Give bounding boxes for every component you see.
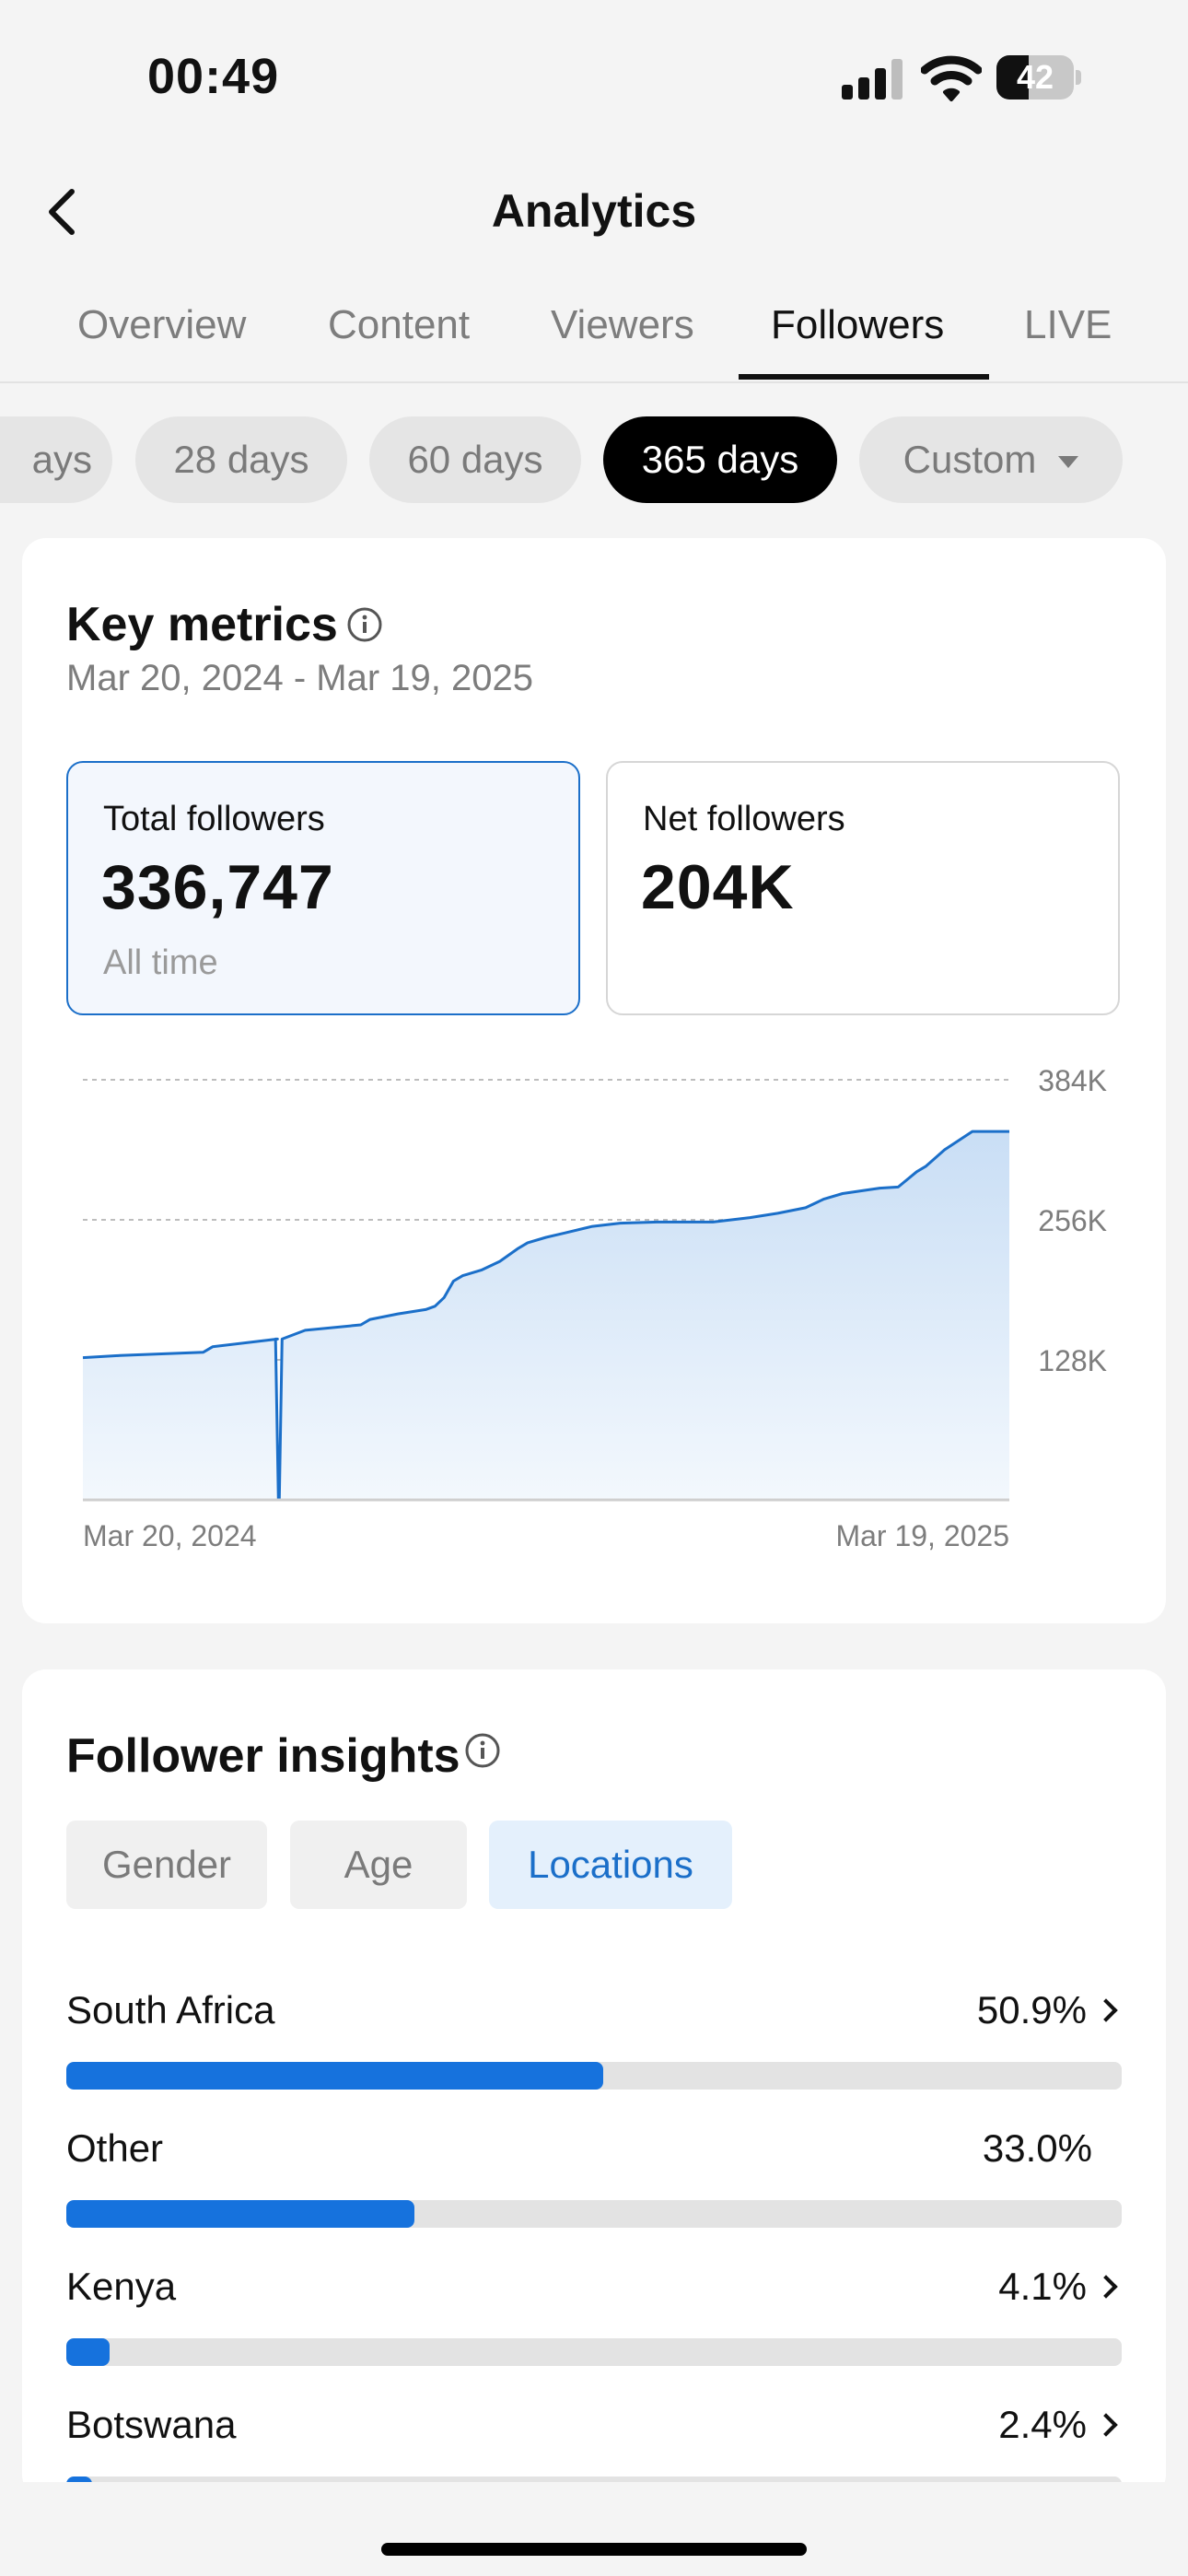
location-bar-track [66,2062,1122,2090]
location-bar-fill [66,2338,110,2366]
filter-7-days[interactable]: ays [0,416,112,503]
total-followers-metric[interactable]: Total followers 336,747 All time [66,761,580,1015]
location-name: South Africa [66,1988,275,2032]
location-row[interactable]: South Africa 50.9% [66,1988,1122,2090]
chevron-right-icon [1094,2275,1118,2299]
location-row: Other 33.0% [66,2126,1122,2228]
home-area [0,2482,1188,2576]
segment-age[interactable]: Age [290,1821,467,1909]
location-bar-track [66,2338,1122,2366]
location-row[interactable]: Kenya 4.1% [66,2265,1122,2366]
tab-content[interactable]: Content [328,302,471,347]
segment-gender[interactable]: Gender [66,1821,267,1909]
filter-custom[interactable]: Custom [859,416,1123,503]
y-tick-label: 128K [1038,1344,1107,1377]
status-bar: 00:49 42 [0,0,1188,157]
info-icon[interactable] [346,606,383,643]
filter-28-days[interactable]: 28 days [135,416,347,503]
metric-label: Net followers [643,800,845,838]
x-tick-label: Mar 19, 2025 [835,1519,1009,1552]
metric-value: 204K [641,852,795,922]
location-bar-fill [66,2062,604,2090]
location-bar-track [66,2200,1122,2228]
followers-area-chart: 384K 256K 128K Mar 20, 2024 Mar 19, 2025 [82,1064,1107,1552]
chevron-right-icon [1094,1998,1118,2022]
follower-insights-card: Follower insights Gender Age Locations S… [22,1669,1166,2504]
date-range-filters: ays 28 days 60 days 365 days Custom [0,416,1188,505]
info-icon[interactable] [464,1732,501,1769]
chart-area-fill [83,1131,1009,1500]
location-name: Kenya [66,2265,177,2308]
dropdown-caret-icon [1058,456,1079,469]
location-percent: 2.4% [998,2403,1122,2447]
x-tick-label: Mar 20, 2024 [83,1519,257,1552]
location-bar-fill [66,2200,415,2228]
segment-locations[interactable]: Locations [489,1821,732,1909]
active-tab-indicator [739,374,989,380]
metric-value: 336,747 [101,852,334,922]
filter-365-days[interactable]: 365 days [603,416,837,503]
key-metrics-title: Key metrics [66,598,338,651]
status-time: 00:49 [147,49,280,104]
location-name: Botswana [66,2403,237,2446]
home-indicator[interactable] [381,2543,807,2556]
y-tick-label: 256K [1038,1204,1107,1237]
tab-viewers[interactable]: Viewers [551,302,694,347]
chevron-right-icon [1094,2413,1118,2437]
metric-label: Total followers [103,800,325,838]
cellular-signal-icon [842,59,903,100]
tab-followers[interactable]: Followers [771,302,945,347]
page-title: Analytics [491,185,697,237]
back-arrow-icon[interactable] [33,181,96,243]
tab-live[interactable]: LIVE [1024,302,1112,347]
battery-icon: 42 [996,55,1081,100]
insights-title: Follower insights [66,1729,460,1783]
date-range-label: Mar 20, 2024 - Mar 19, 2025 [66,658,533,698]
nav-header: Analytics [0,166,1188,258]
location-name: Other [66,2126,164,2170]
location-percent: 33.0% [982,2126,1092,2170]
wifi-icon [921,55,982,101]
location-percent: 50.9% [977,1988,1122,2032]
location-percent: 4.1% [998,2265,1122,2309]
metric-subtitle: All time [103,943,218,982]
y-tick-label: 384K [1038,1064,1107,1097]
analytics-tabs: Overview Content Viewers Followers LIVE [0,286,1188,383]
battery-level: 42 [1016,58,1054,96]
key-metrics-card: Key metrics Mar 20, 2024 - Mar 19, 2025 … [22,538,1166,1623]
net-followers-metric[interactable]: Net followers 204K [606,761,1120,1015]
filter-60-days[interactable]: 60 days [369,416,581,503]
tab-overview[interactable]: Overview [77,302,247,347]
